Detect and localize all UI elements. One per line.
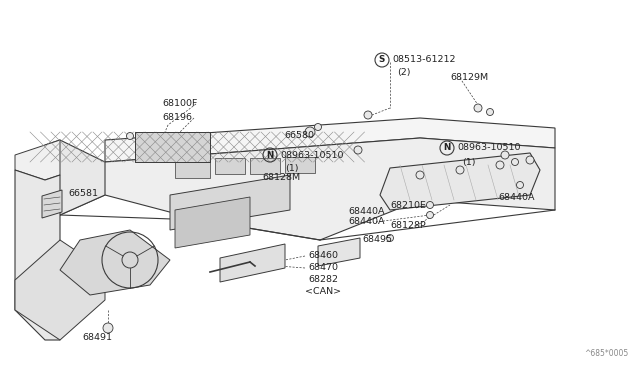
Text: N: N	[266, 151, 274, 160]
Circle shape	[387, 234, 394, 241]
Circle shape	[511, 158, 518, 166]
Polygon shape	[15, 240, 105, 340]
Text: 68460: 68460	[308, 250, 338, 260]
Text: 08513-61212: 08513-61212	[392, 55, 456, 64]
Circle shape	[103, 323, 113, 333]
Circle shape	[526, 156, 534, 164]
Circle shape	[305, 127, 315, 137]
Polygon shape	[15, 140, 60, 180]
Circle shape	[474, 104, 482, 112]
Polygon shape	[175, 160, 210, 178]
Polygon shape	[105, 118, 555, 162]
Circle shape	[314, 124, 321, 131]
Text: (1): (1)	[462, 157, 476, 167]
Polygon shape	[170, 175, 290, 230]
Text: 68440A: 68440A	[348, 218, 385, 227]
Circle shape	[486, 109, 493, 115]
Text: 68210E: 68210E	[390, 201, 426, 209]
Text: 68129M: 68129M	[450, 74, 488, 83]
Polygon shape	[175, 197, 250, 248]
Text: ^685*0005: ^685*0005	[584, 349, 628, 358]
Circle shape	[127, 132, 134, 140]
Circle shape	[426, 202, 433, 208]
Circle shape	[426, 212, 433, 218]
Text: (1): (1)	[285, 164, 298, 173]
Text: 68128P: 68128P	[390, 221, 426, 230]
Polygon shape	[60, 138, 555, 240]
Polygon shape	[380, 153, 540, 210]
Circle shape	[496, 161, 504, 169]
Text: 68495: 68495	[362, 235, 392, 244]
Circle shape	[416, 171, 424, 179]
Text: 68100F: 68100F	[162, 99, 197, 109]
Text: 68470: 68470	[308, 263, 338, 273]
Polygon shape	[220, 244, 285, 282]
Polygon shape	[285, 157, 315, 173]
Text: 68440A: 68440A	[498, 193, 534, 202]
Text: 68282: 68282	[308, 276, 338, 285]
Text: S: S	[379, 55, 385, 64]
Text: <CAN>: <CAN>	[305, 288, 341, 296]
Polygon shape	[15, 170, 60, 340]
Polygon shape	[42, 190, 62, 218]
Text: 68440A: 68440A	[348, 208, 385, 217]
Circle shape	[354, 146, 362, 154]
Text: 68196: 68196	[162, 113, 192, 122]
Text: (2): (2)	[397, 68, 410, 77]
Polygon shape	[250, 158, 280, 174]
Polygon shape	[135, 132, 210, 162]
Polygon shape	[45, 140, 105, 215]
Text: 68491: 68491	[82, 334, 112, 343]
Circle shape	[516, 182, 524, 189]
Text: 08963-10510: 08963-10510	[280, 151, 344, 160]
Polygon shape	[215, 158, 245, 174]
Text: N: N	[444, 144, 451, 153]
Circle shape	[364, 111, 372, 119]
Text: 68128M: 68128M	[262, 173, 300, 183]
Polygon shape	[318, 238, 360, 266]
Polygon shape	[60, 230, 170, 295]
Text: 66581: 66581	[68, 189, 98, 198]
Circle shape	[456, 166, 464, 174]
Circle shape	[501, 151, 509, 159]
Text: 08963-10510: 08963-10510	[457, 144, 520, 153]
Text: 66580: 66580	[284, 131, 314, 140]
